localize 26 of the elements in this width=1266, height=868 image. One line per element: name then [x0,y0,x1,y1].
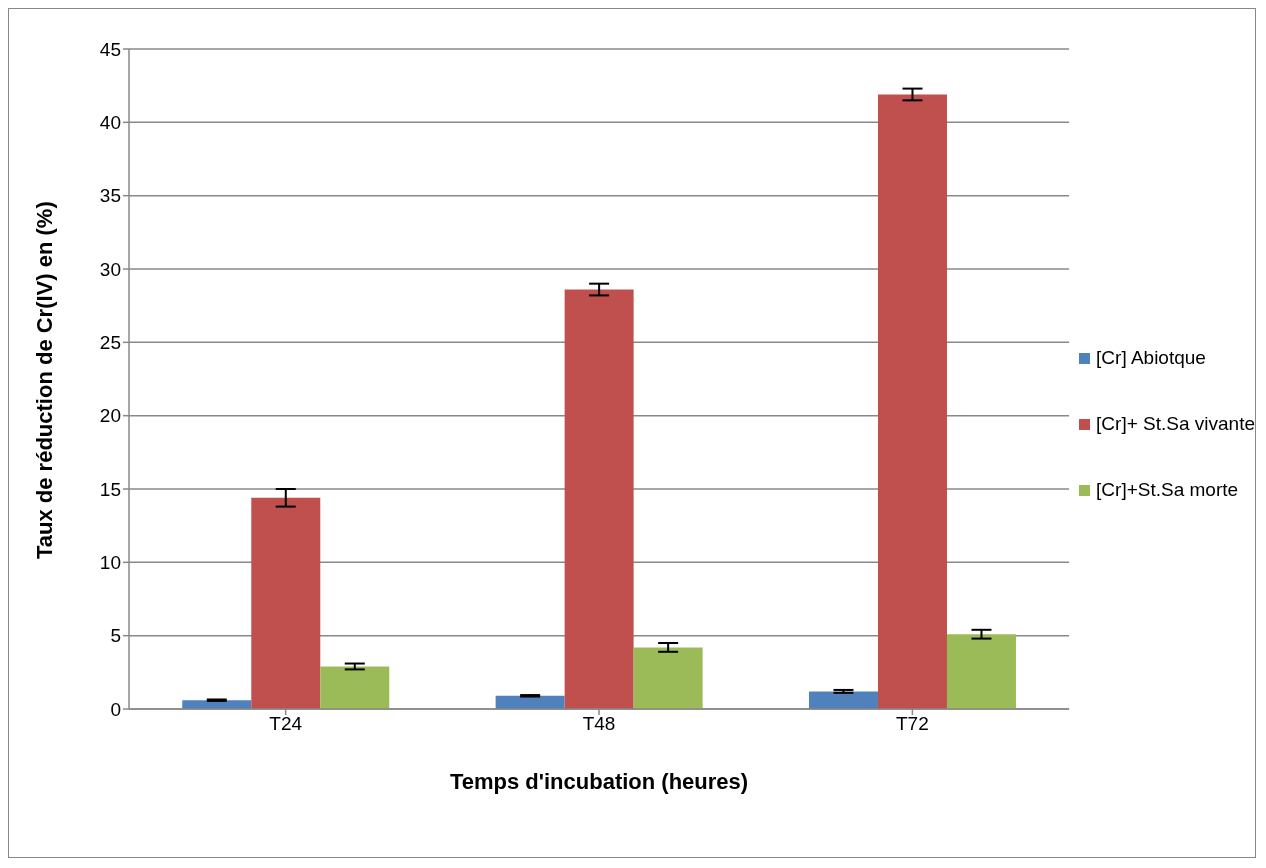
y-tick-label: 35 [99,185,121,207]
x-axis-title: Temps d'incubation (heures) [449,769,749,794]
y-tick-label: 45 [99,38,121,60]
legend-label: [Cr] Abiotque [1096,347,1206,369]
bar [808,691,878,709]
y-tick-label: 0 [110,698,121,720]
x-tick-label: T72 [896,713,929,735]
x-tick-label: T48 [582,713,616,735]
y-tick-label: 10 [99,552,121,574]
bar [495,695,565,709]
bar [633,647,703,709]
y-tick-label: 30 [99,258,121,280]
y-tick-label: 15 [99,478,121,500]
bar [946,634,1016,709]
y-tick-label: 5 [110,625,121,647]
y-axis-title: Taux de réduction de Cr(IV) en (%) [31,201,57,559]
y-tick-label: 40 [99,112,121,134]
legend-label: [Cr]+St.Sa morte [1096,479,1239,501]
bar [251,497,321,709]
y-tick-label: 25 [99,332,121,354]
y-tick-label: 20 [99,405,121,427]
bar [564,289,634,709]
bar [320,666,390,709]
legend-label: [Cr]+ St.Sa vivante [1096,413,1255,435]
bar [877,94,947,709]
x-tick-label: T24 [269,713,303,735]
